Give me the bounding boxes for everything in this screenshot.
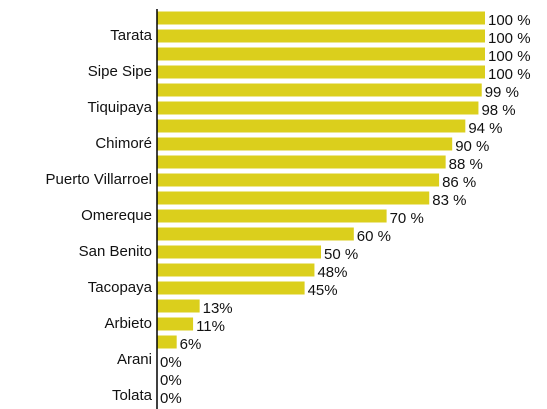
bar — [157, 263, 315, 277]
value-label: 100 % — [488, 30, 531, 47]
bar — [157, 137, 453, 151]
category-label: San Benito — [79, 243, 152, 260]
value-label: 100 % — [488, 66, 531, 83]
bar — [157, 299, 200, 313]
bar — [157, 281, 305, 295]
category-label: Puerto Villarroel — [46, 171, 152, 188]
bar — [157, 11, 485, 25]
category-label: Tacopaya — [88, 279, 153, 296]
category-label: Tolata — [112, 387, 153, 404]
category-label: Sipe Sipe — [88, 63, 152, 80]
value-label: 86 % — [442, 174, 476, 191]
value-label: 70 % — [390, 210, 424, 227]
bar — [157, 245, 321, 259]
bar — [157, 209, 387, 223]
bar — [157, 335, 177, 349]
value-label: 60 % — [357, 228, 391, 245]
value-label: 100 % — [488, 12, 531, 29]
value-label: 45% — [308, 282, 338, 299]
bar — [157, 101, 479, 115]
value-label: 88 % — [449, 156, 483, 173]
bar — [157, 155, 446, 169]
category-label: Tarata — [110, 27, 152, 44]
bar — [157, 173, 440, 187]
category-label: Chimoré — [95, 135, 152, 152]
value-label: 0% — [160, 372, 182, 389]
value-label: 6% — [180, 336, 202, 353]
bar — [157, 83, 482, 97]
bar — [157, 119, 466, 133]
category-label: Omereque — [81, 207, 152, 224]
category-label: Tiquipaya — [88, 99, 153, 116]
value-label: 94 % — [468, 120, 502, 137]
bar — [157, 65, 485, 79]
bar — [157, 29, 485, 43]
value-label: 98 % — [481, 102, 515, 119]
value-label: 83 % — [432, 192, 466, 209]
value-label: 99 % — [485, 84, 519, 101]
category-label: Arani — [117, 351, 152, 368]
value-label: 48% — [317, 264, 347, 281]
value-label: 100 % — [488, 48, 531, 65]
value-label: 0% — [160, 354, 182, 371]
bar — [157, 317, 194, 331]
category-label: Arbieto — [104, 315, 152, 332]
value-label: 50 % — [324, 246, 358, 263]
bar — [157, 227, 354, 241]
bar — [157, 191, 430, 205]
value-label: 0% — [160, 390, 182, 407]
value-label: 11% — [196, 318, 225, 335]
bar — [157, 47, 485, 61]
value-label: 13% — [203, 300, 233, 317]
value-label: 90 % — [455, 138, 489, 155]
